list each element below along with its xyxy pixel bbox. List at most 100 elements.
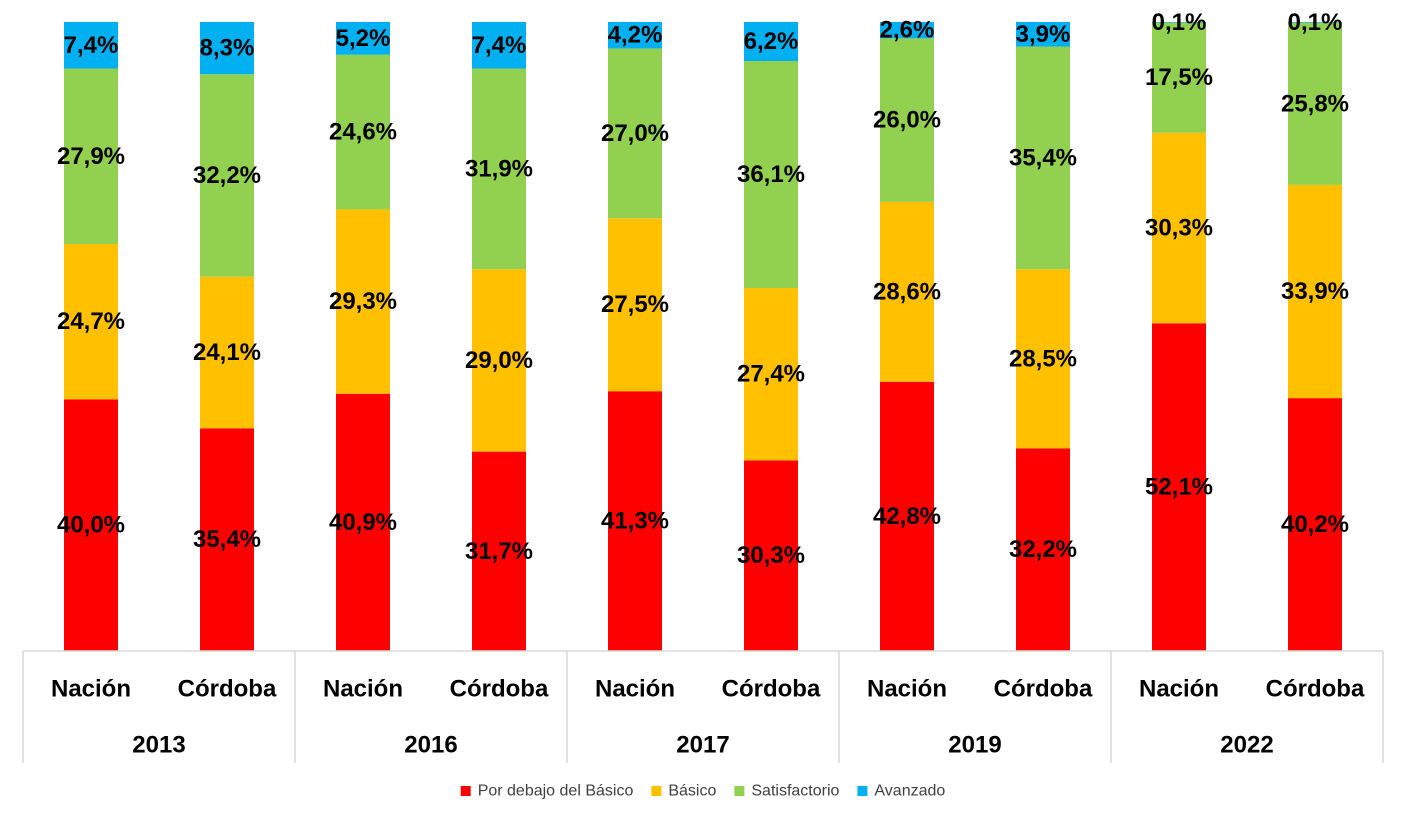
bar-segment-1-5 xyxy=(608,391,662,651)
bar-segment-1-10 xyxy=(1288,398,1342,651)
data-label-1-9: 52,1% xyxy=(1145,474,1213,501)
bar-segment-3-8 xyxy=(1016,46,1070,270)
bar-segment-1-3 xyxy=(336,393,390,651)
bar-segment-3-4 xyxy=(472,68,526,270)
bar-segment-3-6 xyxy=(744,61,798,289)
data-labels-layer: 40,0% 24,7% 27,9% 7,4% 35,4% 24,1% 32,2% 8,3% 40… xyxy=(57,9,1349,569)
bar-segment-1-8 xyxy=(1016,448,1070,651)
bar-segment-2-1 xyxy=(64,244,118,400)
category-label: Córdoba xyxy=(994,676,1093,703)
category-label: Nación xyxy=(323,676,403,703)
bar-segment-1-6 xyxy=(744,460,798,651)
category-label: Córdoba xyxy=(178,676,277,703)
bar-segment-2-2 xyxy=(200,276,254,429)
data-label-3-9: 17,5% xyxy=(1145,64,1213,91)
category-label: Córdoba xyxy=(722,676,821,703)
bar-segment-3-9 xyxy=(1152,22,1206,133)
legend-label-3: Satisfactorio xyxy=(751,783,839,800)
bar-segment-4-5 xyxy=(608,22,662,49)
data-label-3-1: 27,9% xyxy=(57,143,125,170)
year-label: 2017 xyxy=(676,732,729,759)
legend-swatch-4 xyxy=(857,786,868,796)
legend-swatch-1 xyxy=(460,786,471,796)
category-axis: Nación Córdoba 2013 Nación Córdoba 2016 Nación… xyxy=(22,650,1384,763)
legend-swatch-3 xyxy=(734,786,745,796)
data-label-1-4: 31,7% xyxy=(465,538,533,565)
bar-segment-2-6 xyxy=(744,288,798,461)
category-label: Córdoba xyxy=(450,676,549,703)
bar-segment-2-4 xyxy=(472,269,526,452)
data-label-1-8: 32,2% xyxy=(1009,536,1077,563)
data-label-2-3: 29,3% xyxy=(329,288,397,315)
data-label-2-2: 24,1% xyxy=(193,339,261,366)
category-label: Córdoba xyxy=(1266,676,1365,703)
year-label: 2013 xyxy=(132,732,185,759)
bar-segment-4-9 xyxy=(1152,22,1206,23)
data-label-3-4: 31,9% xyxy=(465,155,533,182)
data-label-2-8: 28,5% xyxy=(1009,345,1077,372)
bar-segment-4-8 xyxy=(1016,22,1070,47)
data-label-1-5: 41,3% xyxy=(601,508,669,535)
legend-swatch-2 xyxy=(651,786,662,796)
data-label-4-10: 0,1% xyxy=(1288,9,1343,36)
legend-label-4: Avanzado xyxy=(874,783,945,800)
category-label: Nación xyxy=(595,676,675,703)
bar-segment-2-8 xyxy=(1016,269,1070,449)
data-label-1-10: 40,2% xyxy=(1281,511,1349,538)
category-label: Nación xyxy=(1139,676,1219,703)
data-label-2-5: 27,5% xyxy=(601,291,669,318)
bar-segment-3-3 xyxy=(336,54,390,210)
bar-segment-4-1 xyxy=(64,22,118,69)
data-label-4-3: 5,2% xyxy=(336,25,391,52)
legend-label-2: Básico xyxy=(668,783,716,800)
year-label: 2022 xyxy=(1220,732,1273,759)
data-label-3-3: 24,6% xyxy=(329,119,397,146)
data-label-4-9: 0,1% xyxy=(1152,9,1207,36)
data-label-1-7: 42,8% xyxy=(873,503,941,530)
data-label-4-8: 3,9% xyxy=(1016,21,1071,48)
data-label-4-2: 8,3% xyxy=(200,35,255,62)
bar-segment-2-5 xyxy=(608,218,662,392)
data-label-2-9: 30,3% xyxy=(1145,215,1213,242)
data-label-4-1: 7,4% xyxy=(64,32,119,59)
data-label-3-7: 26,0% xyxy=(873,107,941,134)
bar-segment-1-9 xyxy=(1152,323,1206,651)
category-label: Nación xyxy=(51,676,131,703)
legend-label-1: Por debajo del Básico xyxy=(478,783,634,800)
data-label-3-8: 35,4% xyxy=(1009,144,1077,171)
bar-segment-2-3 xyxy=(336,209,390,394)
data-label-4-5: 4,2% xyxy=(608,22,663,49)
bar-segment-1-2 xyxy=(200,428,254,651)
bar-segment-2-7 xyxy=(880,201,934,382)
bar-segment-3-2 xyxy=(200,74,254,277)
bar-segment-1-7 xyxy=(880,381,934,651)
data-label-1-6: 30,3% xyxy=(737,542,805,569)
data-label-3-10: 25,8% xyxy=(1281,90,1349,117)
data-label-3-5: 27,0% xyxy=(601,120,669,147)
year-label: 2019 xyxy=(948,732,1001,759)
bars-layer xyxy=(64,22,1342,651)
data-label-2-10: 33,9% xyxy=(1281,278,1349,305)
bar-segment-1-4 xyxy=(472,451,526,651)
bar-segment-3-5 xyxy=(608,48,662,219)
bar-segment-4-4 xyxy=(472,22,526,69)
bar-segment-4-3 xyxy=(336,22,390,55)
bar-segment-3-7 xyxy=(880,38,934,202)
year-label: 2016 xyxy=(404,732,457,759)
bar-segment-4-7 xyxy=(880,22,934,39)
bar-segment-1-1 xyxy=(64,399,118,651)
data-label-2-4: 29,0% xyxy=(465,347,533,374)
data-label-4-6: 6,2% xyxy=(744,28,799,55)
bar-segment-4-2 xyxy=(200,22,254,75)
bar-segment-4-6 xyxy=(744,22,798,61)
data-label-1-2: 35,4% xyxy=(193,526,261,553)
data-label-4-4: 7,4% xyxy=(472,32,527,59)
data-label-3-2: 32,2% xyxy=(193,162,261,189)
data-label-2-7: 28,6% xyxy=(873,278,941,305)
category-label: Nación xyxy=(867,676,947,703)
data-label-2-1: 24,7% xyxy=(57,308,125,335)
bar-segment-2-9 xyxy=(1152,132,1206,324)
bar-segment-4-10 xyxy=(1288,22,1342,23)
data-label-1-3: 40,9% xyxy=(329,509,397,536)
